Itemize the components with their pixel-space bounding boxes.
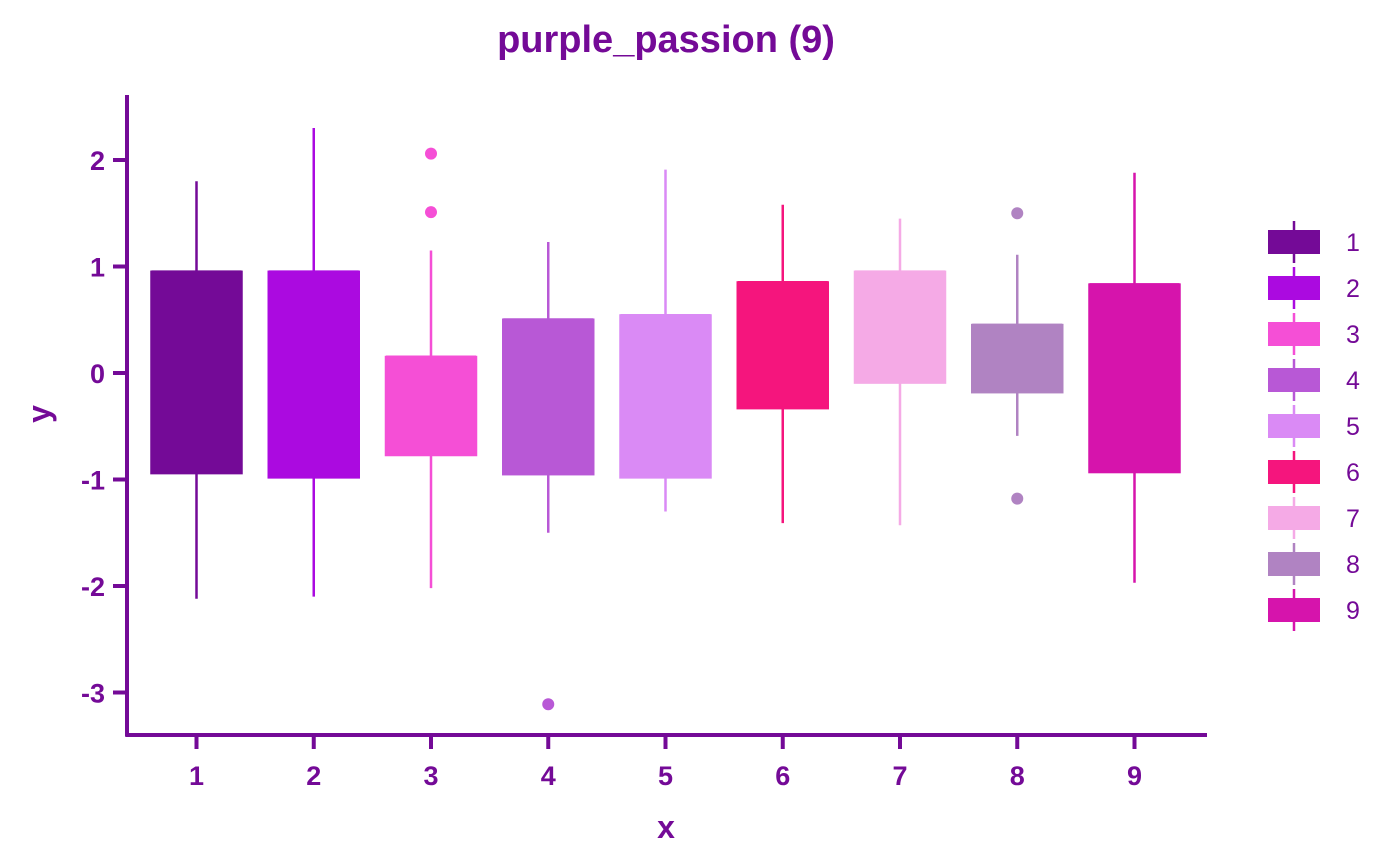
x-tick-label: 4	[541, 761, 556, 791]
legend-key-4	[1268, 368, 1320, 392]
legend-label: 4	[1346, 367, 1360, 395]
box-group-5	[619, 169, 712, 512]
outlier-point-3-2[interactable]	[425, 206, 437, 219]
box-7[interactable]	[853, 270, 947, 384]
box-6[interactable]	[736, 281, 829, 410]
legend-label: 1	[1346, 229, 1360, 257]
chart-title: purple_passion (9)	[497, 19, 835, 61]
legend-item-9[interactable]: 9	[1268, 589, 1360, 631]
x-tick-label: 9	[1127, 761, 1142, 791]
x-tick-label: 3	[423, 761, 438, 791]
legend-item-2[interactable]: 2	[1268, 267, 1360, 309]
y-tick-label: -2	[81, 572, 105, 602]
legend-label: 7	[1346, 505, 1360, 533]
x-tick-label: 6	[775, 761, 790, 791]
legend-label: 5	[1346, 413, 1360, 441]
box-5[interactable]	[619, 314, 712, 479]
outlier-point-4-1[interactable]	[542, 698, 555, 711]
box-9[interactable]	[1088, 283, 1181, 474]
legend-item-8[interactable]: 8	[1268, 543, 1360, 585]
legend: 1 2 3 4 5 6 7 8 9	[1268, 221, 1360, 631]
legend-key-3	[1268, 322, 1320, 346]
box-group-7	[853, 218, 947, 526]
y-tick-label: 1	[90, 253, 105, 283]
legend-label: 6	[1346, 459, 1360, 487]
x-tick-label: 5	[658, 761, 673, 791]
legend-key-8	[1268, 552, 1320, 576]
legend-key-7	[1268, 506, 1320, 530]
legend-key-2	[1268, 276, 1320, 300]
legend-label: 3	[1346, 321, 1360, 349]
box-group-1	[150, 181, 243, 599]
legend-item-4[interactable]: 4	[1268, 359, 1360, 401]
box-group-3	[384, 147, 478, 589]
plot-area	[150, 128, 1181, 711]
legend-label: 2	[1346, 275, 1360, 303]
box-2[interactable]	[267, 270, 360, 479]
y-tick-label: 2	[90, 146, 105, 176]
box-8[interactable]	[971, 323, 1064, 394]
x-tick-label: 1	[189, 761, 204, 791]
y-axis-title: y	[21, 405, 57, 423]
box-group-8	[971, 207, 1064, 505]
legend-item-7[interactable]: 7	[1268, 497, 1360, 539]
legend-key-1	[1268, 230, 1320, 254]
box-group-2	[267, 128, 360, 597]
legend-item-6[interactable]: 6	[1268, 451, 1360, 493]
y-tick-label: -3	[81, 679, 105, 709]
y-tick-label: -1	[81, 466, 105, 496]
axes: -3 -2 -1 0 1 2 1 2 3 4 5 6 7 8 9	[81, 95, 1207, 791]
y-tick-label: 0	[90, 359, 105, 389]
box-4[interactable]	[502, 318, 595, 476]
box-group-6	[736, 204, 829, 524]
outlier-point-8-1[interactable]	[1011, 207, 1024, 220]
legend-item-3[interactable]: 3	[1268, 313, 1360, 355]
box-3[interactable]	[384, 355, 478, 457]
legend-key-9	[1268, 598, 1320, 622]
legend-key-5	[1268, 414, 1320, 438]
box-1[interactable]	[150, 270, 243, 475]
outlier-point-8-2[interactable]	[1011, 492, 1024, 505]
legend-label: 8	[1346, 551, 1360, 579]
legend-label: 9	[1346, 597, 1360, 625]
outlier-point-3-1[interactable]	[425, 147, 437, 160]
legend-item-5[interactable]: 5	[1268, 405, 1360, 447]
box-group-9	[1088, 172, 1181, 583]
x-tick-label: 7	[892, 761, 907, 791]
box-group-4	[502, 242, 595, 711]
x-tick-label: 2	[306, 761, 321, 791]
x-axis-title: x	[657, 809, 675, 845]
legend-key-6	[1268, 460, 1320, 484]
legend-item-1[interactable]: 1	[1268, 221, 1360, 263]
x-tick-label: 8	[1010, 761, 1025, 791]
